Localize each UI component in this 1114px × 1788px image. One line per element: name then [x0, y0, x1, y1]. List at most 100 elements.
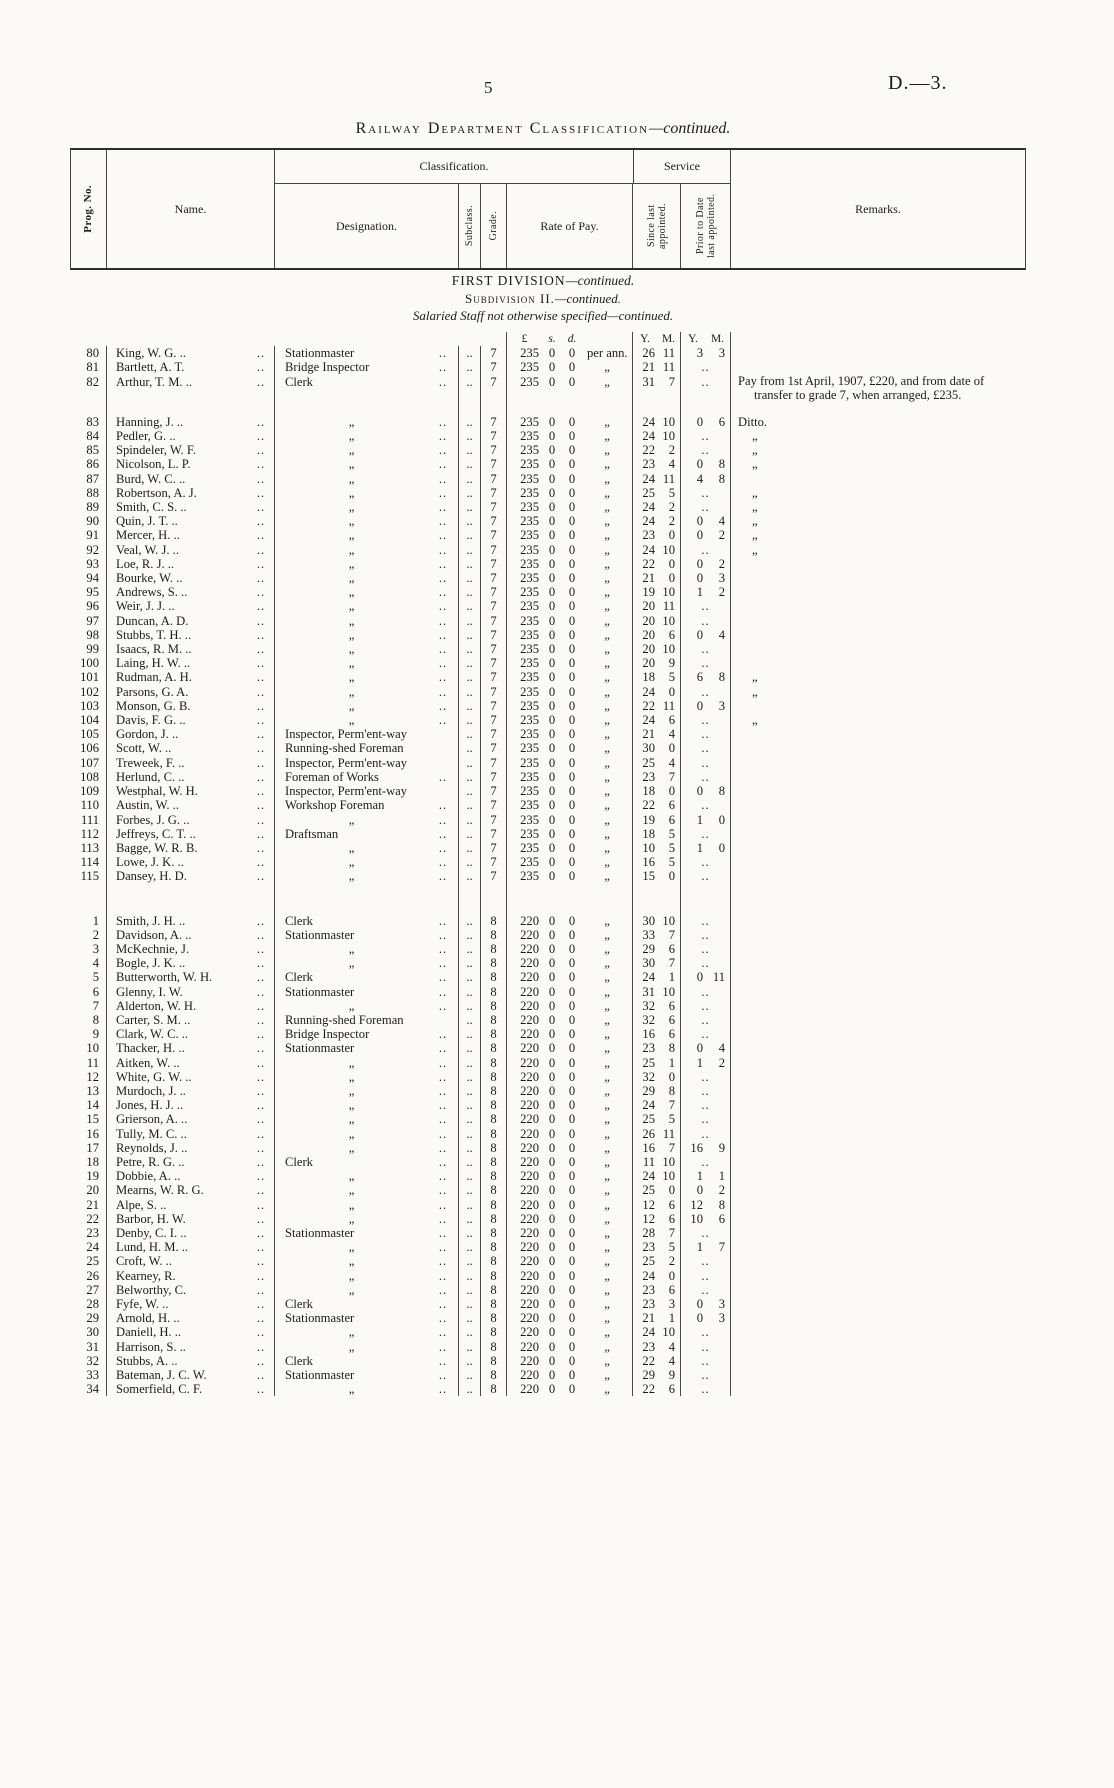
cell-since-months: 8	[668, 1041, 675, 1056]
cell-prior-years: 0	[680, 414, 705, 430]
cell-name-leader: ..	[256, 542, 266, 557]
cell-pay-period: „	[604, 613, 610, 628]
cell-prior-years: 0	[680, 1297, 705, 1312]
cell-pay-pence: 0	[568, 1069, 576, 1084]
cell-since-months: 0	[668, 1268, 675, 1283]
cell-name: Burd, W. C. ..	[106, 471, 248, 486]
spacer-cell	[506, 388, 542, 415]
cell-since-years: 20	[632, 613, 657, 628]
cell-prior-years: 4	[680, 471, 705, 486]
cell-name: Dobbie, A. ..	[106, 1169, 248, 1184]
cell-since-months: 10	[662, 414, 675, 429]
cell-pay-pence: 0	[568, 443, 576, 458]
cell-prog-no: 102	[80, 684, 99, 699]
cell-subclass: ..	[458, 927, 480, 942]
cell-pay-pounds: 235	[506, 443, 542, 458]
cell-designation: „	[274, 429, 428, 444]
spacer-cell	[542, 884, 562, 914]
cell-remarks	[730, 1368, 1024, 1383]
cell-grade: 7	[480, 585, 506, 600]
cell-pay-shillings: 0	[548, 556, 556, 571]
cell-designation: „	[274, 956, 428, 971]
remark-text: „	[752, 443, 758, 458]
cell-prog-no: 12	[86, 1069, 99, 1084]
cell-pay-pounds: 235	[506, 784, 542, 799]
cell-designation: „	[274, 840, 428, 856]
cell-pay-pounds: 220	[506, 913, 542, 928]
cell-prior-empty: ..	[680, 599, 730, 614]
cell-pay-shillings: 0	[548, 984, 556, 999]
cell-name-leader: ..	[256, 1297, 266, 1311]
cell-name-leader: ..	[256, 1382, 266, 1397]
cell-remarks: Ditto.	[730, 414, 1024, 430]
cell-pay-pounds: 220	[506, 956, 542, 971]
unit-pound-sign: £	[506, 332, 542, 347]
cell-name-leader: ..	[256, 927, 266, 942]
cell-pay-pence: 0	[568, 1282, 576, 1297]
cell-remarks	[730, 471, 1024, 486]
cell-pay-pence: 0	[568, 826, 576, 841]
cell-prog-no: 87	[86, 471, 99, 486]
unit-shillings: s.	[548, 333, 556, 345]
cell-pay-period: „	[604, 1325, 610, 1340]
cell-designation-leader: ..	[438, 869, 448, 884]
cell-remarks	[730, 599, 1024, 614]
cell-pay-period: „	[604, 984, 610, 999]
cell-subclass: ..	[458, 627, 480, 643]
cell-pay-pence: 0	[568, 1140, 576, 1155]
cell-prog-no: 81	[86, 360, 99, 375]
cell-name: Treweek, F. ..	[106, 755, 248, 770]
cell-name: Lund, H. M. ..	[106, 1240, 248, 1255]
cell-subclass: ..	[458, 1353, 480, 1369]
cell-since-years: 26	[632, 346, 657, 361]
doc-reference: D.—3.	[888, 72, 948, 94]
cell-designation-leader: ..	[438, 360, 448, 375]
cell-prog-no: 2	[92, 927, 99, 942]
cell-prior-years: 10	[680, 1211, 705, 1226]
cell-remarks	[730, 1098, 1024, 1113]
cell-prior-months: 9	[718, 1140, 725, 1155]
cell-pay-shillings: 0	[548, 741, 556, 756]
cell-prior-empty: ..	[680, 741, 730, 756]
cell-name: Veal, W. J. ..	[106, 542, 248, 557]
column-header-remarks: Remarks.	[855, 201, 901, 216]
cell-pay-pounds: 235	[506, 585, 542, 600]
cell-prior-empty: ..	[680, 1126, 730, 1141]
cell-pay-pence: 0	[568, 713, 576, 728]
cell-since-months: 6	[668, 798, 675, 813]
cell-pay-period: „	[604, 1311, 610, 1326]
cell-prior-empty: ..	[680, 798, 730, 813]
cell-pay-pounds: 220	[506, 1240, 542, 1255]
cell-pay-pounds: 220	[506, 1169, 542, 1184]
cell-pay-period: „	[604, 1183, 610, 1198]
cell-pay-pence: 0	[568, 1169, 576, 1184]
cell-pay-shillings: 0	[548, 1140, 556, 1155]
cell-name: Westphal, W. H.	[106, 784, 248, 799]
subclass-label: Subclass.	[464, 205, 475, 247]
spacer-cell	[274, 388, 428, 415]
cell-designation: Workshop Foreman	[274, 798, 428, 813]
cell-pay-pence: 0	[568, 346, 576, 361]
cell-grade: 7	[480, 414, 506, 430]
cell-name: Daniell, H. ..	[106, 1325, 248, 1340]
cell-since-years: 32	[632, 998, 657, 1013]
cell-remarks	[730, 769, 1024, 785]
cell-prior-months: 8	[718, 670, 725, 685]
spacer-cell	[730, 388, 1024, 415]
cell-subclass: ..	[458, 585, 480, 600]
cell-name: Clark, W. C. ..	[106, 1027, 248, 1042]
cell-prog-no: 94	[86, 571, 99, 586]
cell-remarks	[730, 1012, 1024, 1028]
cell-prior-empty: ..	[680, 485, 730, 501]
cell-pay-period: „	[604, 741, 610, 756]
cell-designation: Stationmaster	[274, 1368, 428, 1383]
cell-pay-shillings: 0	[548, 1126, 556, 1141]
cell-name-leader: ..	[256, 1041, 266, 1056]
cell-prog-no: 110	[80, 798, 99, 813]
remark-text: „	[752, 429, 758, 444]
spacer-cell	[632, 388, 657, 415]
column-header-subclass: Subclass.	[459, 184, 481, 268]
cell-since-months: 10	[662, 429, 675, 444]
cell-designation-leader	[428, 1013, 458, 1027]
subdivision-continued: —continued.	[554, 291, 621, 306]
